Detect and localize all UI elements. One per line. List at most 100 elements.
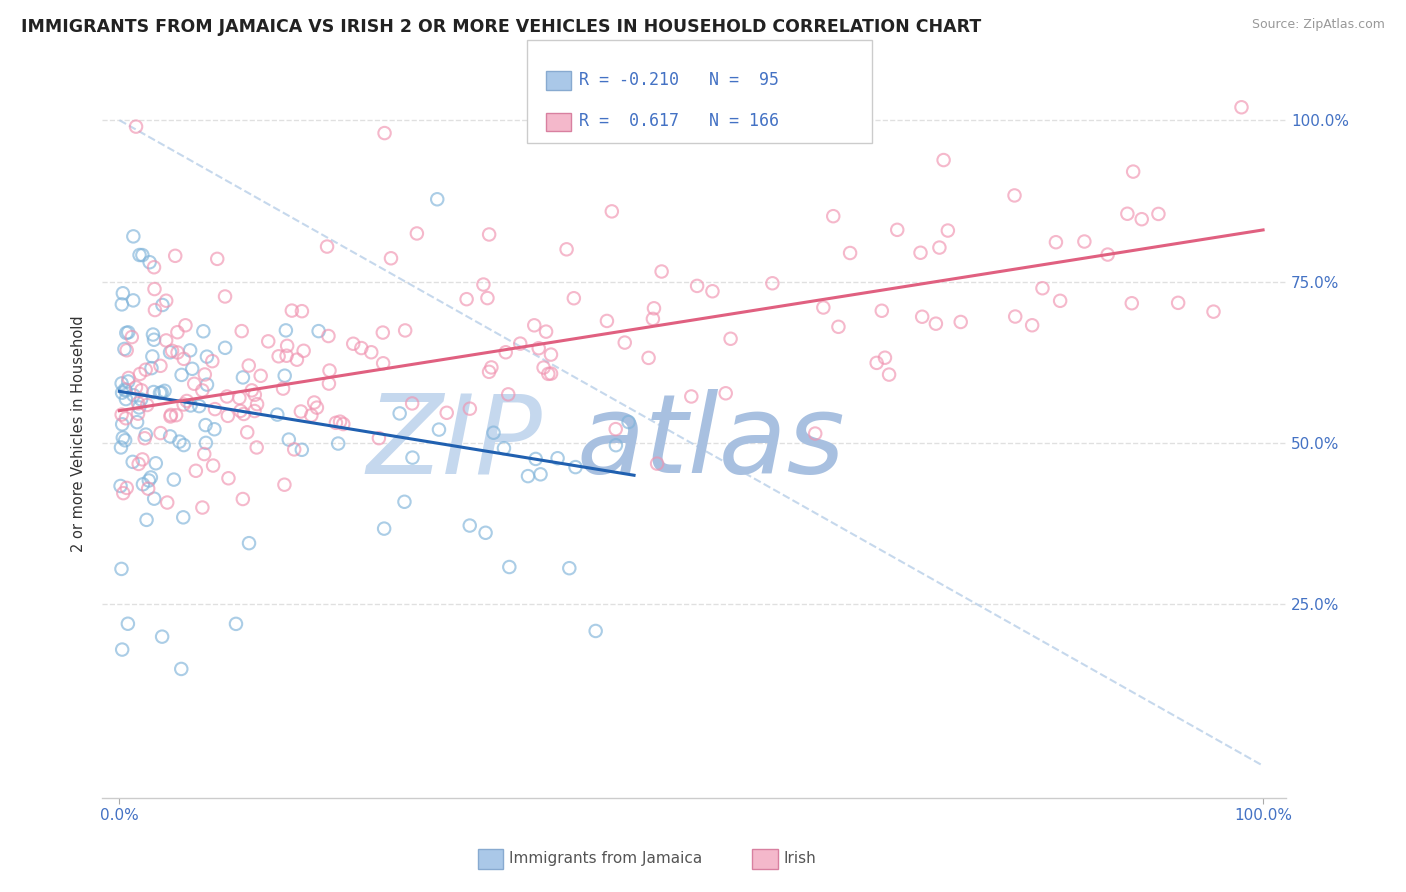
Point [308, 324, 330, 338]
Point [174, 318, 197, 333]
Point [125, 120, 148, 134]
Point [479, 360, 502, 375]
Text: ZIP: ZIP [367, 390, 543, 497]
Point [482, 425, 505, 440]
Point [877, 368, 900, 382]
Point [165, 408, 187, 422]
Point [128, 457, 150, 471]
Point [645, 457, 668, 471]
Point [932, 153, 955, 167]
Point [474, 525, 496, 540]
Point [641, 312, 664, 326]
Point [456, 292, 478, 306]
Point [115, 411, 138, 425]
Point [143, 260, 166, 275]
Point [267, 349, 290, 363]
Point [495, 345, 517, 359]
Point [1073, 235, 1095, 249]
Point [134, 431, 156, 445]
Point [886, 223, 908, 237]
Point [202, 422, 225, 436]
Point [232, 407, 254, 421]
Point [517, 469, 540, 483]
Point [115, 343, 138, 358]
Point [131, 248, 153, 262]
Point [325, 416, 347, 430]
Point [111, 417, 134, 432]
Point [215, 389, 238, 403]
Point [329, 415, 352, 429]
Point [122, 293, 145, 308]
Point [110, 479, 132, 493]
Point [1167, 295, 1189, 310]
Point [318, 376, 340, 391]
Point [273, 368, 295, 383]
Point [176, 394, 198, 409]
Point [371, 326, 394, 340]
Point [613, 335, 636, 350]
Point [143, 333, 166, 347]
Point [547, 451, 569, 466]
Point [564, 460, 586, 475]
Point [155, 334, 177, 348]
Point [217, 409, 239, 423]
Point [540, 348, 562, 362]
Point [111, 408, 134, 422]
Point [643, 301, 665, 316]
Point [141, 350, 163, 364]
Point [143, 282, 166, 296]
Point [478, 365, 501, 379]
Point [558, 561, 581, 575]
Point [173, 397, 195, 411]
Point [342, 336, 364, 351]
Point [305, 401, 328, 415]
Point [194, 436, 217, 450]
Point [367, 431, 389, 445]
Point [169, 434, 191, 449]
Point [360, 345, 382, 359]
Point [271, 382, 294, 396]
Point [243, 388, 266, 402]
Point [127, 415, 149, 429]
Point [165, 249, 187, 263]
Text: Immigrants from Jamaica: Immigrants from Jamaica [509, 851, 702, 865]
Point [232, 491, 254, 506]
Point [149, 359, 172, 373]
Point [1121, 296, 1143, 310]
Text: IMMIGRANTS FROM JAMAICA VS IRISH 2 OR MORE VEHICLES IN HOUSEHOLD CORRELATION CHA: IMMIGRANTS FROM JAMAICA VS IRISH 2 OR MO… [21, 18, 981, 36]
Point [111, 431, 134, 445]
Point [720, 332, 742, 346]
Point [228, 391, 250, 405]
Point [135, 362, 157, 376]
Point [276, 339, 298, 353]
Point [121, 455, 143, 469]
Point [152, 298, 174, 312]
Point [150, 630, 173, 644]
Point [191, 500, 214, 515]
Point [142, 327, 165, 342]
Point [217, 471, 239, 485]
Point [143, 491, 166, 506]
Point [180, 399, 202, 413]
Point [193, 324, 215, 338]
Point [394, 323, 416, 337]
Point [110, 562, 132, 576]
Point [318, 363, 340, 377]
Point [246, 441, 269, 455]
Point [540, 367, 562, 381]
Point [458, 518, 481, 533]
Point [458, 401, 481, 416]
Point [870, 303, 893, 318]
Point [145, 456, 167, 470]
Point [111, 286, 134, 301]
Point [534, 325, 557, 339]
Point [183, 376, 205, 391]
Point [214, 341, 236, 355]
Point [1021, 318, 1043, 333]
Text: Source: ZipAtlas.com: Source: ZipAtlas.com [1251, 18, 1385, 31]
Point [276, 349, 298, 363]
Point [1122, 164, 1144, 178]
Point [166, 345, 188, 359]
Point [172, 510, 194, 524]
Point [150, 385, 173, 400]
